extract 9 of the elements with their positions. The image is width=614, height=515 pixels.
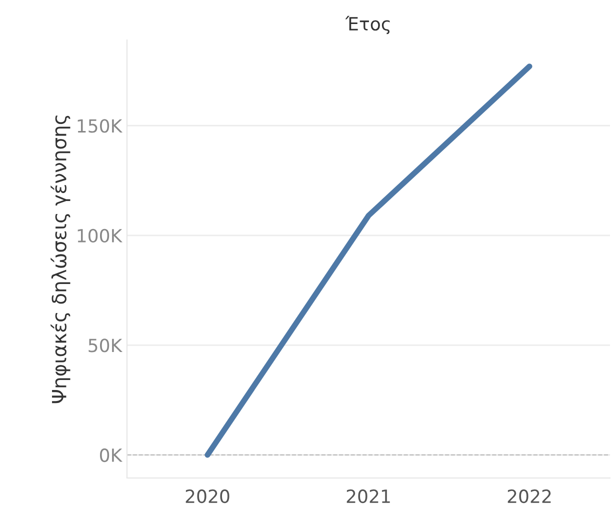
y-tick-label: 100K xyxy=(78,228,123,243)
y-tick-label: 50K xyxy=(88,338,123,352)
x-tick-label: 2021 xyxy=(346,489,390,504)
y-axis-title: Ψηφιακές δηλώσεις γέννησης xyxy=(50,116,70,404)
y-tick-label: 0K xyxy=(100,448,123,462)
x-tick-label: 2020 xyxy=(186,489,230,504)
y-tick-label: 150K xyxy=(78,119,123,133)
chart-title: Έτος xyxy=(345,16,390,34)
x-tick-label: 2022 xyxy=(508,489,551,504)
